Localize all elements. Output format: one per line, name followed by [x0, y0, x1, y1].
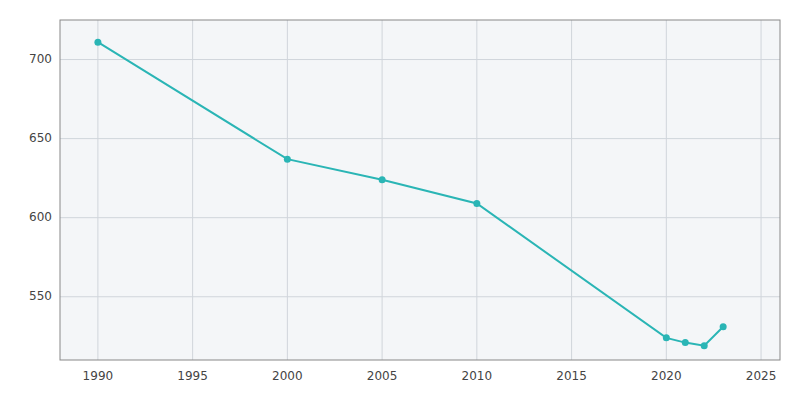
grid-line-x — [571, 20, 572, 360]
point — [94, 39, 101, 46]
tick-labels: 550 600 650 700 1990 1995 2000 2005 2010 2015 2020… — [29, 52, 776, 383]
grid-line-y — [60, 59, 780, 60]
x-tick-label: 2000 — [272, 369, 303, 383]
point — [379, 176, 386, 183]
line — [98, 42, 723, 346]
grid-line-x — [476, 20, 477, 360]
x-tick-label: 1990 — [83, 369, 114, 383]
y-tick-label: 550 — [29, 289, 52, 303]
x-tick-label: 2015 — [556, 369, 587, 383]
series — [94, 39, 726, 350]
point — [473, 200, 480, 207]
plot-frame — [60, 20, 780, 360]
x-tick-label: 2025 — [746, 369, 777, 383]
x-tick-label: 2010 — [462, 369, 493, 383]
y-tick-label: 700 — [29, 52, 52, 66]
plot-background — [60, 20, 780, 360]
grid-line-x — [382, 20, 383, 360]
point — [720, 323, 727, 330]
point — [682, 339, 689, 346]
point — [663, 334, 670, 341]
grid-line-x — [192, 20, 193, 360]
grid-line-y — [60, 138, 780, 139]
x-tick-label: 1995 — [177, 369, 208, 383]
grid-line-x — [761, 20, 762, 360]
grid-line-x — [97, 20, 98, 360]
grid-line-y — [60, 217, 780, 218]
point — [284, 156, 291, 163]
y-tick-label: 650 — [29, 131, 52, 145]
grid — [60, 20, 780, 360]
grid-line-y — [60, 296, 780, 297]
point — [701, 342, 708, 349]
grid-line-x — [666, 20, 667, 360]
y-tick-label: 600 — [29, 210, 52, 224]
x-tick-label: 2005 — [367, 369, 398, 383]
chart-container: 550 600 650 700 1990 1995 2000 2005 2010 2015 2020… — [0, 0, 800, 400]
grid-line-x — [287, 20, 288, 360]
chart: 550 600 650 700 1990 1995 2000 2005 2010 2015 2020… — [0, 0, 800, 400]
x-tick-label: 2020 — [651, 369, 682, 383]
